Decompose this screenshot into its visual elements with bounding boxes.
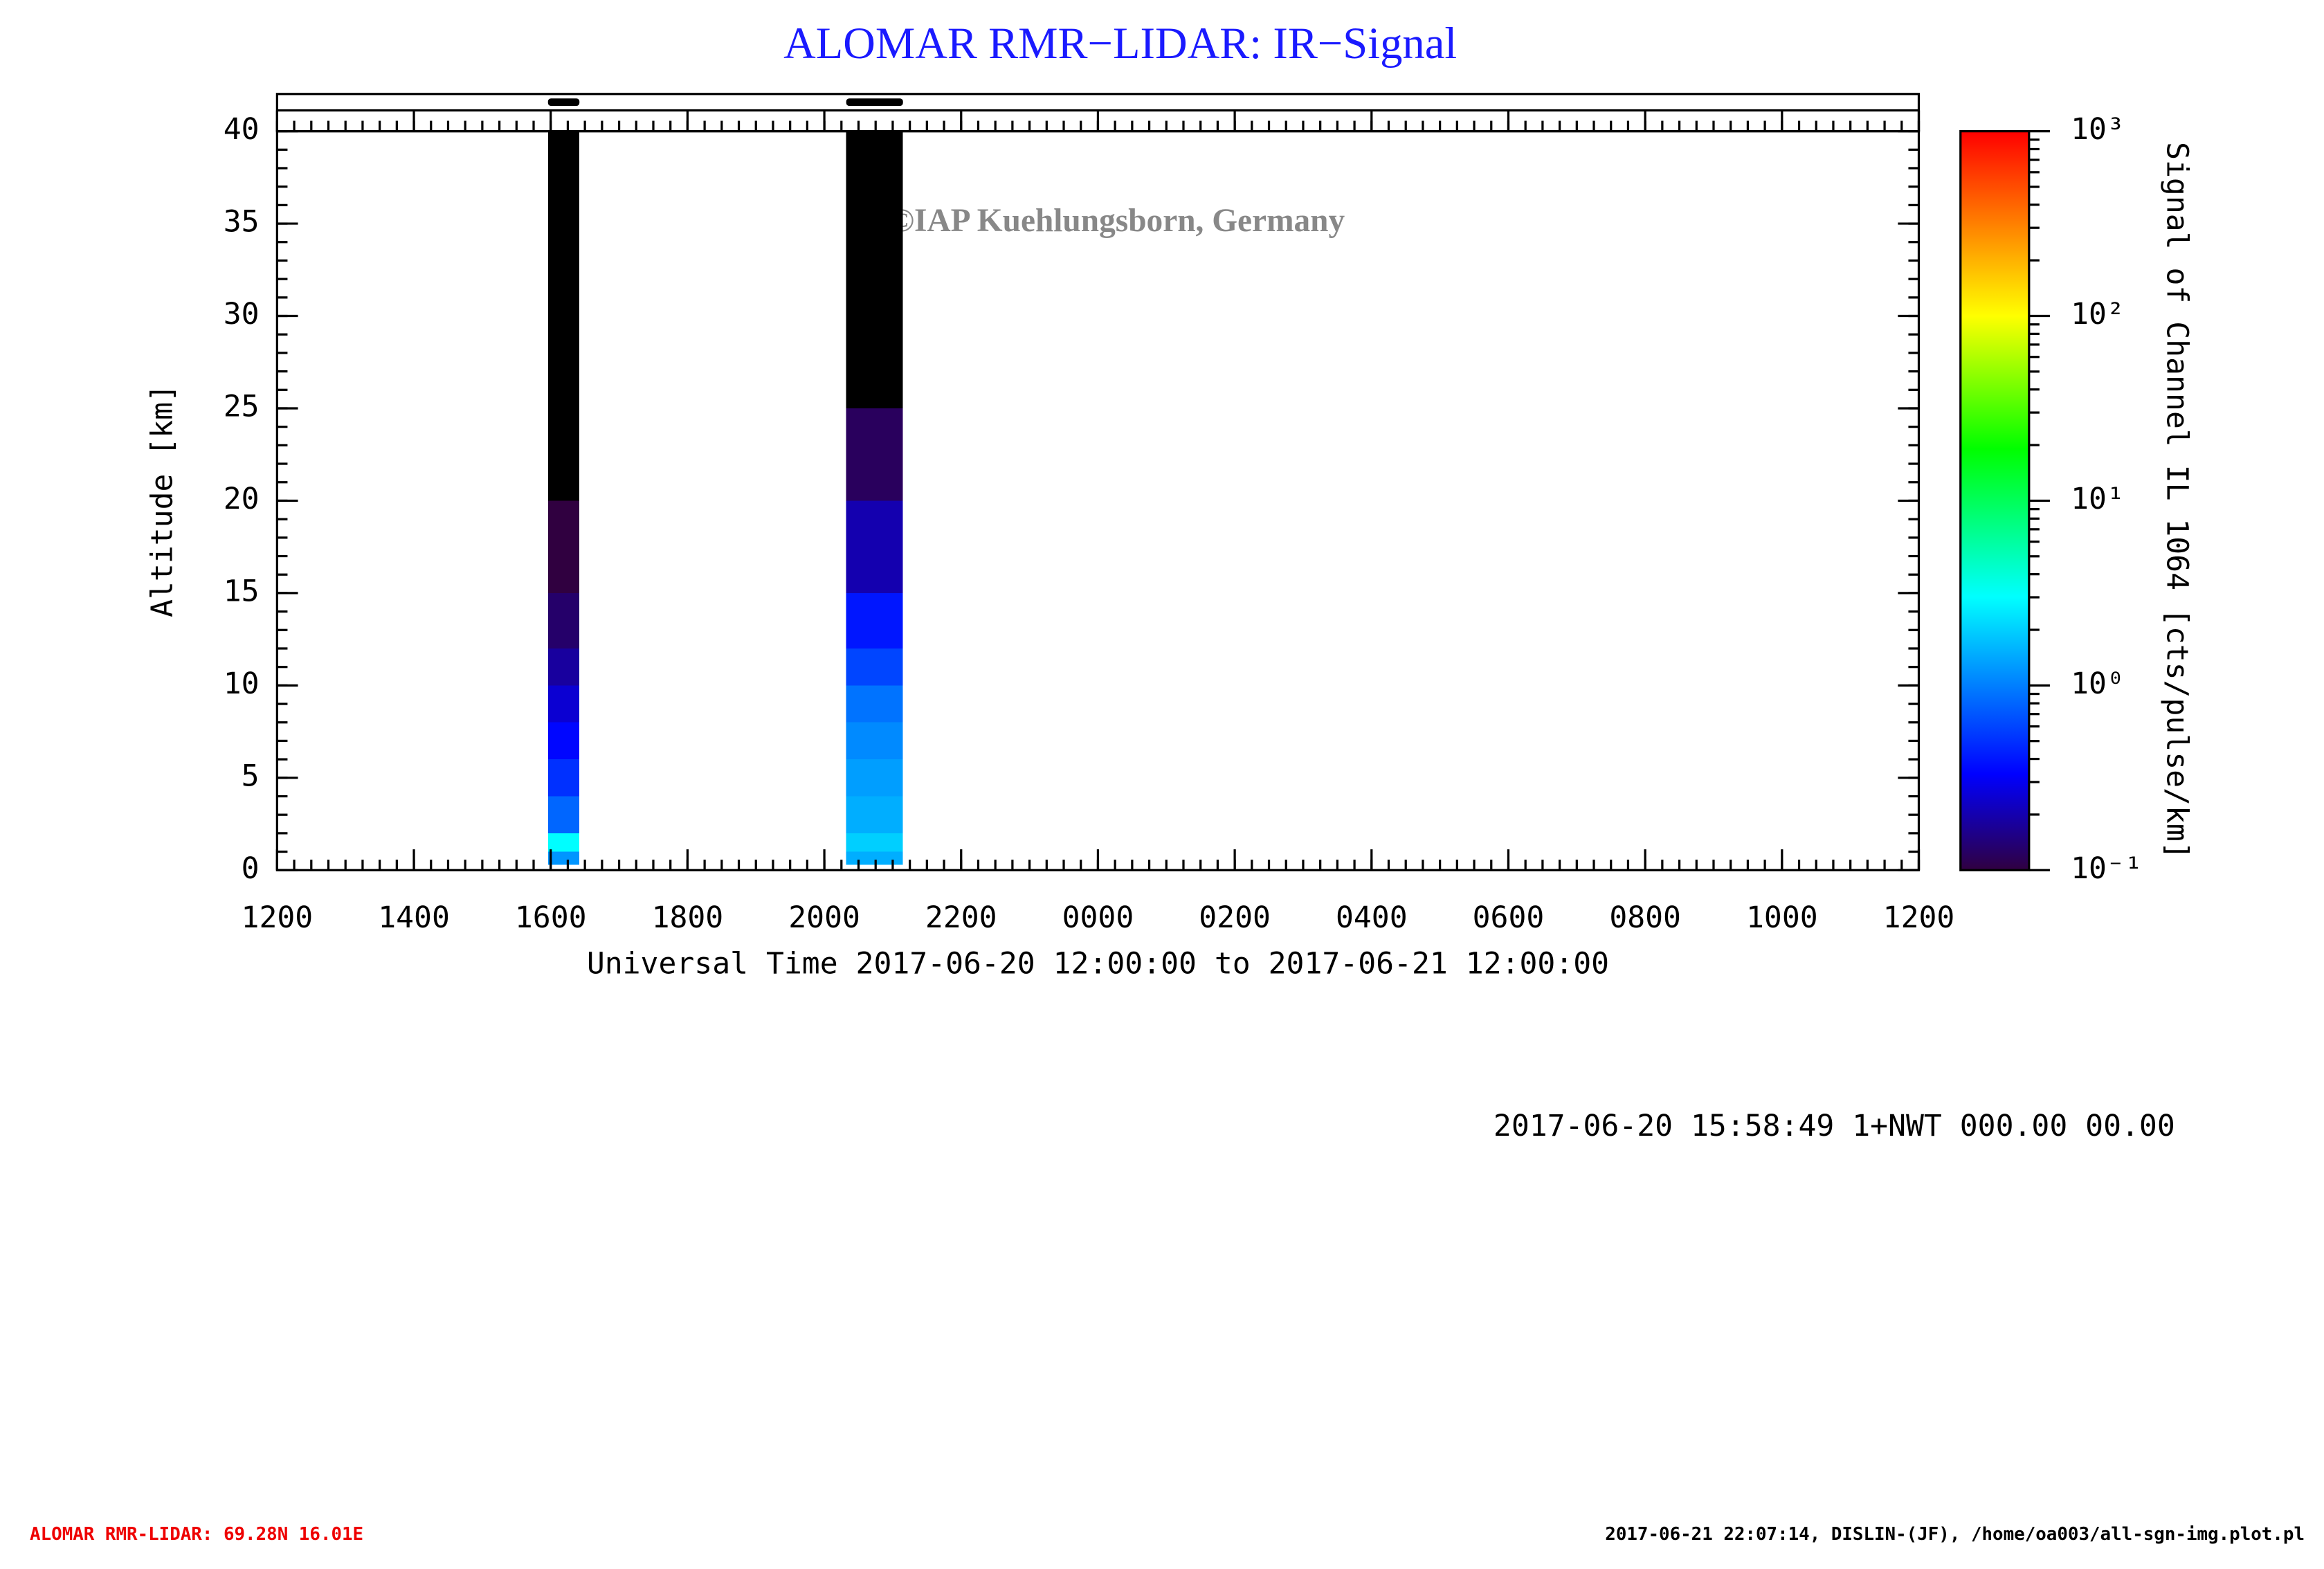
heatmap-cell bbox=[846, 851, 903, 865]
colorbar-tick-label: 10² bbox=[2071, 297, 2125, 332]
heatmap-cell bbox=[547, 759, 580, 797]
heatmap-cell bbox=[547, 500, 580, 593]
heatmap-cell bbox=[846, 833, 903, 852]
y-tick-label: 35 bbox=[224, 205, 260, 239]
footer-left: ALOMAR RMR-LIDAR: 69.28N 16.01E bbox=[30, 1524, 363, 1545]
x-tick-label: 0200 bbox=[1199, 900, 1271, 935]
colorbar-label: Signal of Channel IL 1064 [cts/pulse/km] bbox=[2159, 142, 2194, 860]
info-line: 2017-06-20 15:58:49 1+NWT 000.00 00.00 bbox=[1494, 1109, 2175, 1143]
heatmap-cell bbox=[547, 796, 580, 833]
heatmap-cell bbox=[547, 833, 580, 852]
y-tick-label: 15 bbox=[224, 574, 260, 608]
heatmap-cell bbox=[846, 500, 903, 593]
colorbar-tick-label: 10⁻¹ bbox=[2071, 851, 2143, 886]
heatmap-cell bbox=[846, 408, 903, 501]
x-tick-label: 0800 bbox=[1609, 900, 1681, 935]
period-marker bbox=[846, 98, 903, 107]
heatmap-cell bbox=[846, 131, 903, 408]
heatmap-cell bbox=[547, 851, 580, 865]
x-tick-label: 2200 bbox=[925, 900, 997, 935]
y-tick-label: 20 bbox=[224, 482, 260, 516]
heatmap-cell bbox=[547, 408, 580, 501]
heatmap-cell bbox=[547, 722, 580, 760]
x-tick-label: 1600 bbox=[515, 900, 587, 935]
heatmap-cell bbox=[547, 648, 580, 686]
y-axis-label: Altitude [km] bbox=[145, 384, 179, 617]
watermark: ©IAP Kuehlungsborn, Germany bbox=[890, 203, 1345, 239]
x-tick-label: 0000 bbox=[1062, 900, 1134, 935]
heatmap-cell bbox=[846, 759, 903, 797]
x-tick-label: 1000 bbox=[1746, 900, 1818, 935]
heatmap-cell bbox=[846, 796, 903, 833]
heatmap-cell bbox=[846, 592, 903, 649]
plot-frame bbox=[275, 129, 1921, 871]
x-tick-label: 1800 bbox=[652, 900, 724, 935]
x-tick-label: 1200 bbox=[242, 900, 314, 935]
footer-right: 2017-06-21 22:07:14, DISLIN-(JF), /home/… bbox=[1605, 1524, 2305, 1545]
heatmap-cell bbox=[547, 592, 580, 649]
x-tick-label: 1400 bbox=[378, 900, 450, 935]
colorbar-tick-label: 10³ bbox=[2071, 112, 2125, 147]
period-marker bbox=[547, 98, 580, 107]
y-tick-label: 25 bbox=[224, 389, 260, 424]
y-tick-label: 5 bbox=[242, 759, 260, 793]
x-axis-label: Universal Time 2017-06-20 12:00:00 to 20… bbox=[587, 947, 1609, 981]
colorbar-tick-label: 10⁰ bbox=[2071, 666, 2125, 701]
x-tick-label: 1200 bbox=[1883, 900, 1955, 935]
heatmap-cell bbox=[846, 685, 903, 723]
y-tick-label: 0 bbox=[242, 851, 260, 886]
colorbar-tick-label: 10¹ bbox=[2071, 482, 2125, 516]
chart-title: ALOMAR RMR−LIDAR: IR−Signal bbox=[783, 18, 1457, 68]
y-tick-label: 10 bbox=[224, 666, 260, 701]
heatmap-cell bbox=[846, 648, 903, 686]
y-tick-label: 40 bbox=[224, 112, 260, 147]
x-tick-label: 0600 bbox=[1473, 900, 1545, 935]
colorbar bbox=[1959, 129, 2031, 871]
heatmap-cell bbox=[547, 131, 580, 408]
heatmap-cell bbox=[547, 685, 580, 723]
x-tick-label: 0400 bbox=[1336, 900, 1408, 935]
heatmap-cell bbox=[846, 722, 903, 760]
y-tick-label: 30 bbox=[224, 297, 260, 332]
x-tick-label: 2000 bbox=[788, 900, 860, 935]
